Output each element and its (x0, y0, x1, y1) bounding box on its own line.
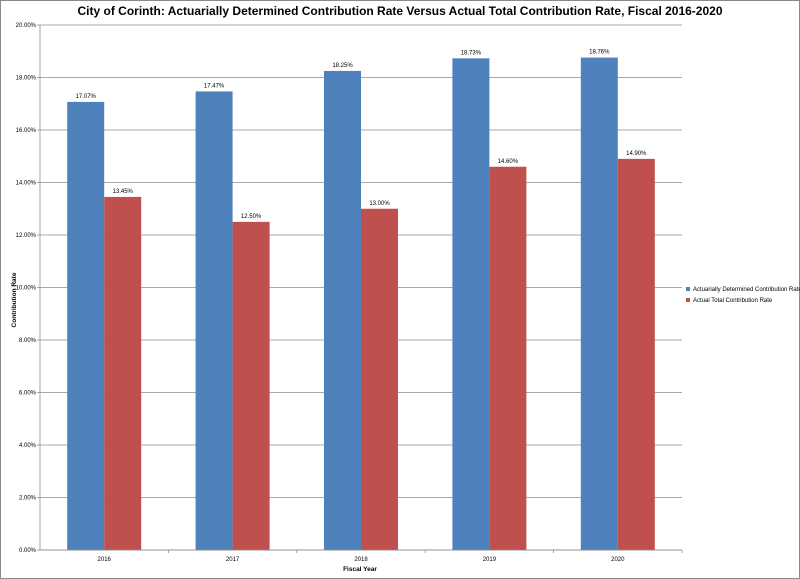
y-tick-label: 16.00% (16, 128, 37, 134)
y-tick-label: 6.00% (19, 391, 37, 397)
data-label: 14.90% (626, 151, 647, 157)
bar (580, 57, 618, 551)
bar (104, 196, 142, 550)
data-label: 17.47% (204, 83, 225, 89)
y-tick-label: 18.00% (16, 76, 37, 82)
bar (617, 158, 655, 550)
x-tick-label: 2018 (354, 557, 368, 563)
legend-label: Actual Total Contribution Rate (693, 298, 773, 304)
axes: 0.00% 2.00% 4.00% 6.00% 8.00% 10.00% 12.00% 14.… (16, 23, 683, 563)
data-label: 18.73% (461, 50, 482, 56)
legend: Actuarially Determined Contribution Rate… (686, 287, 800, 304)
legend-label: Actuarially Determined Contribution Rate (693, 287, 800, 293)
x-tick-label: 2016 (98, 557, 112, 563)
chart-title: City of Corinth: Actuarially Determined … (78, 4, 723, 18)
y-tick-label: 14.00% (16, 181, 37, 187)
y-tick-label: 0.00% (19, 548, 37, 554)
y-tick-label: 10.00% (16, 286, 37, 292)
legend-swatch (686, 298, 690, 302)
bar (324, 70, 361, 550)
data-label: 13.00% (369, 201, 390, 207)
bar (489, 166, 527, 550)
bar (452, 58, 490, 551)
x-axis-title: Fiscal Year (343, 566, 377, 573)
data-label: 12.50% (241, 214, 262, 220)
data-labels: 17.07% 13.45% 17.47% 12.50% 18.25% 13.00% 18.7… (76, 50, 648, 220)
data-label: 17.07% (76, 94, 97, 100)
data-label: 14.60% (498, 159, 519, 165)
y-tick-label: 20.00% (16, 23, 37, 29)
bars (67, 57, 655, 551)
data-label: 18.25% (332, 63, 353, 69)
y-tick-label: 8.00% (19, 338, 37, 344)
bar (195, 91, 233, 550)
x-tick-label: 2020 (611, 557, 625, 563)
legend-swatch (686, 287, 690, 291)
y-axis-title: Contribution Rate (11, 272, 18, 327)
y-tick-label: 2.00% (19, 496, 37, 502)
y-tick-label: 12.00% (16, 233, 37, 239)
x-tick-label: 2019 (483, 557, 497, 563)
data-label: 18.76% (589, 50, 610, 56)
bar (232, 221, 270, 550)
x-tick-label: 2017 (226, 557, 240, 563)
bar (67, 101, 105, 550)
y-tick-label: 4.00% (19, 443, 37, 449)
data-label: 13.45% (113, 189, 134, 195)
bar (361, 208, 398, 550)
